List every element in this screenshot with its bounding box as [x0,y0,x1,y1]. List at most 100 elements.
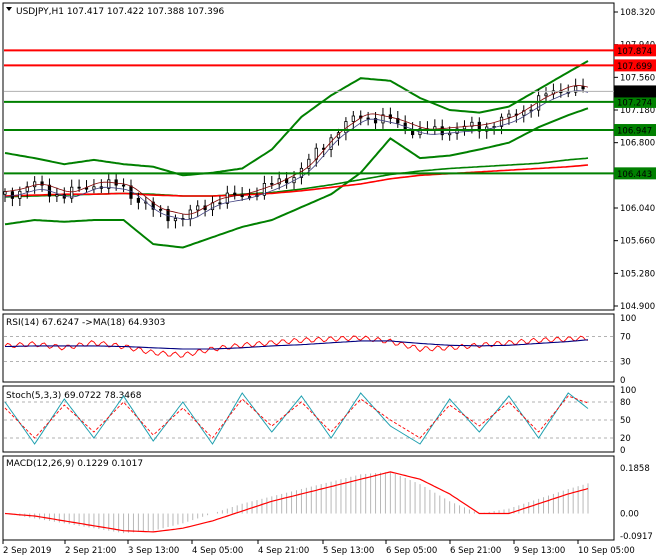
rsi-line [4,335,589,358]
candle-body [159,208,163,211]
level-label: 107.874 [617,47,652,57]
level-label: 107.699 [617,62,652,72]
rsi-ma-line [5,339,589,350]
candle-body [77,186,81,189]
candle-body [544,93,548,97]
current-price-label: 107.396 [617,88,652,98]
x-tick-label: 4 Sep 05:00 [192,546,243,556]
candle-body [522,110,526,116]
candle-body [33,181,37,188]
price-y-tick-label: 106.040 [620,204,655,214]
candle-body [581,85,585,90]
price-layer: 108.320107.940107.560107.180106.800106.4… [3,8,656,312]
candle-body [351,115,355,122]
candle-body [10,191,15,199]
candle-body [107,179,111,189]
price-y-tick-label: 104.900 [620,302,655,312]
price-y-tick-label: 106.800 [620,139,655,149]
rsi-layer: 100 70 30 0 [4,314,636,386]
stoch-y-tick-label: 80 [620,398,631,408]
macd-y-tick-label: -0.0917 [620,532,653,542]
candle-body [373,118,378,124]
x-tick-label: 10 Sep 05:00 [578,546,635,556]
rsi-y-tick-label: 30 [620,357,631,367]
macd-layer: 0.1858 0.00 -0.0917 [4,464,653,542]
stoch-k-line [4,392,589,445]
rsi-header: RSI(14) 67.6247 ->MA(18) 64.9303 [6,318,165,328]
candle-body [499,116,504,127]
x-axis: 2 Sep 2019 2 Sep 21:00 3 Sep 13:00 4 Sep 05… [2,540,635,556]
candle-body [270,183,274,185]
stoch-header: Stoch(5,3,3) 69.0722 78.3468 [6,391,142,401]
dropdown-triangle-icon[interactable] [6,7,12,11]
candle-body [448,132,452,136]
bollinger-upper-line [4,60,589,177]
bollinger-lower-line [4,107,589,249]
x-tick-label: 6 Sep 05:00 [386,546,437,556]
candle-body [507,113,511,118]
x-tick-label: 4 Sep 21:00 [258,546,309,556]
candle-body [477,121,481,132]
candle-body [121,184,126,187]
candle-body [225,192,229,204]
macd-y-tick-label: 0.1858 [620,464,650,474]
candle-body [196,205,200,211]
x-tick-label: 9 Sep 13:00 [514,546,565,556]
rsi-y-tick-label: 70 [620,333,631,343]
candle-body [151,201,155,210]
candle-body [173,218,178,222]
stoch-y-tick-label: 0 [620,446,625,456]
candle-body [262,183,266,196]
price-y-tick-label: 108.320 [620,8,655,18]
price-y-tick-label: 105.280 [620,269,655,279]
candle-body [396,118,400,124]
candle-body [455,128,459,134]
rsi-y-tick-label: 100 [620,314,636,324]
candle-body [307,158,311,169]
level-label: 107.274 [617,98,652,108]
candle-body [277,178,281,185]
level-label-box [614,59,656,72]
ma-long-line [4,164,589,197]
candle-body [114,179,118,186]
candle-body [381,114,385,124]
candle-body [247,196,252,198]
candle-body [25,186,29,192]
level-label-box [614,124,656,137]
x-tick-label: 6 Sep 21:00 [450,546,501,556]
macd-header: MACD(12,26,9) 0.1229 0.1017 [6,459,143,469]
candle-body [574,85,578,93]
candle-body [3,191,7,195]
stoch-layer: 100 80 50 20 0 [4,386,636,456]
x-tick-label: 2 Sep 2019 [3,546,51,556]
current-price-box [614,85,656,98]
candle-body [218,202,222,205]
candle-body [40,181,44,186]
level-label-box [614,167,656,180]
candle-body [233,192,237,196]
price-y-tick-label: 105.660 [620,237,655,247]
price-y-tick-label: 107.180 [620,106,655,116]
price-y-tick-label: 107.560 [620,73,655,83]
stoch-y-tick-label: 100 [620,386,636,396]
candle-body [55,194,59,197]
x-tick-label: 5 Sep 13:00 [323,546,374,556]
macd-panel-frame [2,455,615,541]
rsi-panel-frame [2,313,615,383]
macd-signal-line [4,471,589,533]
candle-body [70,186,74,199]
stoch-panel-frame [2,385,615,453]
stoch-y-tick-label: 20 [620,434,631,444]
level-label-box [614,44,656,57]
x-tick-label: 3 Sep 13:00 [128,546,179,556]
x-tick-label: 2 Sep 21:00 [65,546,116,556]
candle-body [366,117,370,120]
price-header: USDJPY,H1 107.417 107.422 107.388 107.39… [16,7,225,17]
level-label: 106.947 [617,127,652,137]
level-label-box [614,95,656,108]
fast-ma-line-2 [4,90,589,220]
macd-y-tick-label: 0.00 [620,510,639,520]
level-label: 106.443 [617,170,652,180]
